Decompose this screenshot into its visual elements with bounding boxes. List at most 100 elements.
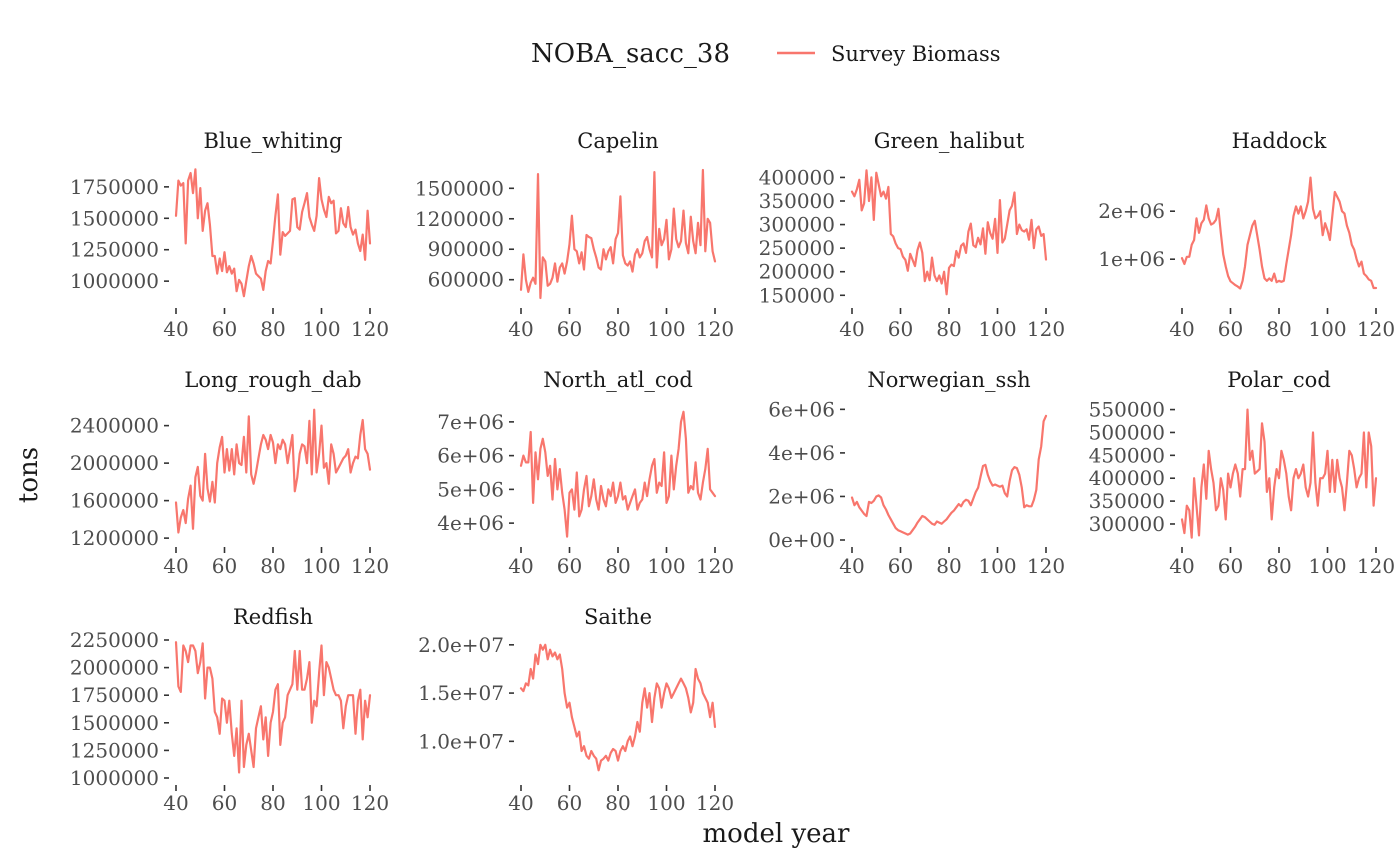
y-tick-label: 1200000 <box>70 526 159 550</box>
x-tick-label: 40 <box>839 317 864 341</box>
y-tick-label: 2250000 <box>70 628 159 652</box>
y-tick-label: 350000 <box>759 189 835 213</box>
x-tick-label: 80 <box>936 554 961 578</box>
x-tick-label: 100 <box>302 791 340 815</box>
y-tick-label: 450000 <box>1089 443 1165 467</box>
x-tick-label: 60 <box>212 554 237 578</box>
x-tick-label: 80 <box>936 317 961 341</box>
y-tick-label: 2000000 <box>70 451 159 475</box>
x-tick-label: 40 <box>508 317 533 341</box>
x-tick-label: 100 <box>302 554 340 578</box>
y-tick-label: 1250000 <box>70 738 159 762</box>
panel-blue-whiting: Blue_whiting 1000000 1250000 1500000 1750000… <box>70 129 389 341</box>
y-tick-label: 2000000 <box>70 656 159 680</box>
y-tick-label: 1.5e+07 <box>418 681 504 705</box>
y-tick-label: 1250000 <box>70 238 159 262</box>
y-tick-label: 6e+06 <box>768 397 835 421</box>
x-tick-label: 60 <box>557 791 582 815</box>
x-tick-label: 100 <box>978 554 1016 578</box>
x-tick-label: 40 <box>163 554 188 578</box>
y-tick-label: 1750000 <box>70 683 159 707</box>
y-tick-label: 350000 <box>1089 489 1165 513</box>
panel-redfish: Redfish 1000000 1250000 1500000 1750000 20000… <box>70 605 389 815</box>
facet-panels: Blue_whiting 1000000 1250000 1500000 1750000… <box>70 129 1395 815</box>
x-tick-label: 40 <box>163 791 188 815</box>
y-tick-label: 550000 <box>1089 398 1165 422</box>
panel-title: Blue_whiting <box>204 129 343 153</box>
legend: NOBA_sacc_38 Survey Biomass <box>531 39 1001 69</box>
x-tick-label: 60 <box>557 317 582 341</box>
x-tick-label: 60 <box>1218 554 1243 578</box>
y-tick-label: 2400000 <box>70 414 159 438</box>
x-tick-label: 40 <box>508 791 533 815</box>
panel-title: Saithe <box>584 605 652 629</box>
series-line-survey-biomass <box>174 408 372 534</box>
x-tick-label: 80 <box>605 791 630 815</box>
panel-capelin: Capelin 600000 900000 1200000 1500000 40 60 80 1… <box>415 129 734 341</box>
series-line-survey-biomass <box>174 168 372 298</box>
x-tick-label: 120 <box>696 791 734 815</box>
x-tick-label: 60 <box>212 317 237 341</box>
y-tick-label: 5e+06 <box>437 477 504 501</box>
x-tick-label: 120 <box>1027 554 1065 578</box>
panel-saithe: Saithe 1.0e+07 1.5e+07 2.0e+07 40 60 80 100 120 <box>418 605 734 815</box>
y-tick-label: 2e+06 <box>1098 199 1165 223</box>
x-tick-label: 80 <box>260 554 285 578</box>
y-tick-label: 1600000 <box>70 489 159 513</box>
x-tick-label: 60 <box>888 554 913 578</box>
x-tick-label: 120 <box>696 317 734 341</box>
x-tick-label: 80 <box>1266 554 1291 578</box>
y-tick-label: 7e+06 <box>437 410 504 434</box>
x-tick-label: 120 <box>351 554 389 578</box>
panel-title: Polar_cod <box>1227 368 1331 392</box>
y-tick-label: 200000 <box>759 260 835 284</box>
series-line-survey-biomass <box>850 414 1048 536</box>
x-tick-label: 100 <box>978 317 1016 341</box>
series-line-survey-biomass <box>519 643 717 772</box>
legend-title: NOBA_sacc_38 <box>531 39 730 69</box>
series-line-survey-biomass <box>1180 176 1378 290</box>
x-tick-label: 100 <box>302 317 340 341</box>
y-tick-label: 250000 <box>759 236 835 260</box>
x-tick-label: 40 <box>163 317 188 341</box>
y-tick-label: 4e+06 <box>437 511 504 535</box>
x-axis-title: model year <box>703 819 850 849</box>
x-tick-label: 80 <box>605 554 630 578</box>
panel-title: Norwegian_ssh <box>867 368 1030 392</box>
series-line-survey-biomass <box>174 641 372 774</box>
x-tick-label: 120 <box>1027 317 1065 341</box>
panel-haddock: Haddock 1e+06 2e+06 40 60 80 100 120 <box>1098 129 1395 341</box>
x-tick-label: 60 <box>1218 317 1243 341</box>
y-tick-label: 6e+06 <box>437 444 504 468</box>
y-tick-label: 500000 <box>1089 420 1165 444</box>
y-tick-label: 1500000 <box>415 176 504 200</box>
series-line-survey-biomass <box>1180 408 1378 539</box>
x-tick-label: 120 <box>351 317 389 341</box>
y-tick-label: 4e+06 <box>768 441 835 465</box>
y-tick-label: 400000 <box>1089 466 1165 490</box>
y-tick-label: 900000 <box>428 237 504 261</box>
x-tick-label: 120 <box>351 791 389 815</box>
x-tick-label: 40 <box>1169 317 1194 341</box>
series-line-survey-biomass <box>519 410 717 538</box>
y-tick-label: 600000 <box>428 268 504 292</box>
x-tick-label: 40 <box>508 554 533 578</box>
x-tick-label: 80 <box>1266 317 1291 341</box>
x-tick-label: 100 <box>1308 554 1346 578</box>
panel-title: North_atl_cod <box>543 368 693 392</box>
y-axis-title: tons <box>14 447 44 503</box>
panel-green-halibut: Green_halibut 150000200000250000300000350… <box>759 129 1065 341</box>
y-tick-label: 0e+00 <box>768 528 835 552</box>
y-tick-label: 1500000 <box>70 711 159 735</box>
panel-title: Green_halibut <box>874 129 1025 153</box>
x-tick-label: 120 <box>1357 554 1395 578</box>
x-tick-label: 40 <box>1169 554 1194 578</box>
y-tick-label: 1750000 <box>70 175 159 199</box>
series-line-survey-biomass <box>850 169 1048 296</box>
y-tick-label: 300000 <box>759 213 835 237</box>
y-tick-label: 1500000 <box>70 206 159 230</box>
x-tick-label: 100 <box>1308 317 1346 341</box>
panel-title: Haddock <box>1232 129 1327 153</box>
panel-north-atl-cod: North_atl_cod 4e+06 5e+06 6e+06 7e+06 40 60 80 1… <box>437 368 734 578</box>
